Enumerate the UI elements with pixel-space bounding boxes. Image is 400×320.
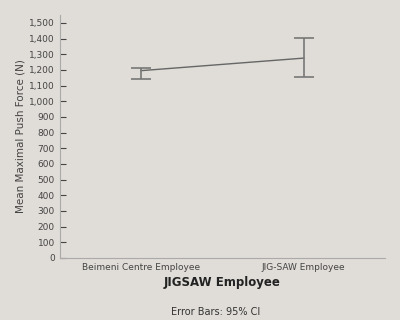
Y-axis label: Mean Maximal Push Force (N): Mean Maximal Push Force (N) [15,60,25,213]
Text: Error Bars: 95% CI: Error Bars: 95% CI [171,307,261,317]
X-axis label: JIGSAW Employee: JIGSAW Employee [164,276,281,289]
